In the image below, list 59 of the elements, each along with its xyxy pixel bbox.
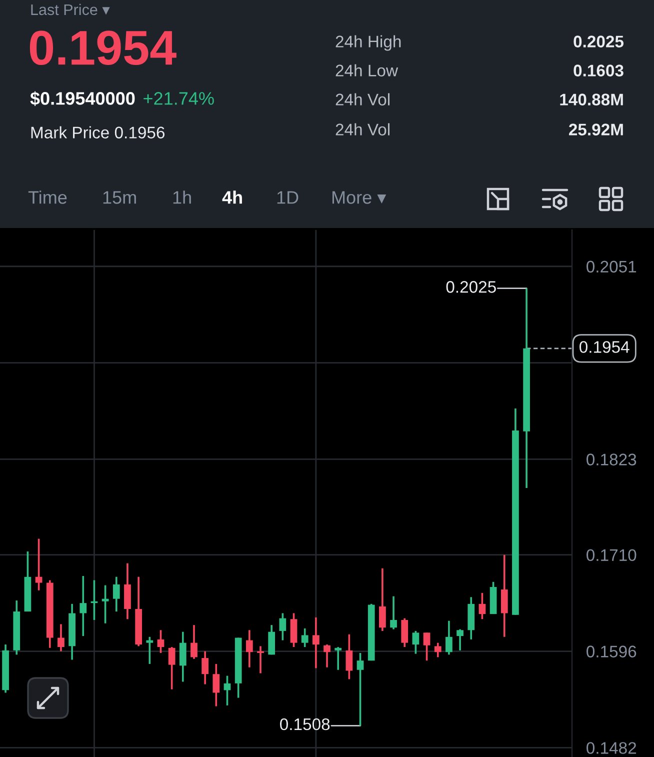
text: $0.19540000 xyxy=(30,91,135,106)
candlestick xyxy=(401,617,408,648)
candlestick xyxy=(268,624,276,656)
text: 1h xyxy=(173,190,191,204)
text: 4h xyxy=(222,190,242,204)
text: 1D xyxy=(277,191,298,204)
text: 25.92M xyxy=(568,124,623,136)
candlestick xyxy=(168,646,176,690)
candlestick xyxy=(157,629,164,654)
ref-line-label: 0.1954 xyxy=(580,341,630,353)
y-tick-label: 0.1482 xyxy=(586,742,636,754)
annotation: 0.2025 xyxy=(446,281,496,293)
candlestick xyxy=(500,554,508,638)
text: 24h High xyxy=(336,35,401,51)
text: Mark Price 0.1956 xyxy=(31,126,165,138)
y-tick-label: 0.1596 xyxy=(586,646,636,658)
text: +21.74% xyxy=(144,92,214,105)
candlestick xyxy=(346,633,353,680)
candlestick xyxy=(412,630,420,655)
candlestick xyxy=(334,646,342,671)
candlestick xyxy=(112,576,120,612)
y-tick-label: 0.1710 xyxy=(586,549,636,562)
y-tick-label: 0.2051 xyxy=(586,260,636,273)
candlestick xyxy=(478,592,486,620)
text: 15m xyxy=(103,191,136,204)
candlestick xyxy=(102,584,109,624)
candlestick xyxy=(290,612,298,648)
candlestick xyxy=(324,644,330,668)
text: 0.2025 xyxy=(574,36,624,48)
candlestick xyxy=(179,630,186,683)
text: 0.1603 xyxy=(574,64,624,76)
text: Time xyxy=(28,190,67,204)
candlestick xyxy=(379,567,386,632)
candlestick xyxy=(80,575,87,637)
text: 24h Low xyxy=(336,64,398,76)
candlestick xyxy=(312,616,320,670)
text: Last Price ▾ xyxy=(31,4,110,16)
candlestick xyxy=(190,624,198,660)
candlestick xyxy=(434,642,442,658)
text: 0.1954 xyxy=(30,30,176,66)
candlestick xyxy=(456,628,464,652)
candlestick xyxy=(356,652,364,727)
candlestick xyxy=(246,629,253,668)
text: 24h Vol xyxy=(336,123,390,136)
candlestick xyxy=(301,628,308,648)
candlestick xyxy=(279,612,286,642)
candlestick xyxy=(224,674,231,706)
candlestick xyxy=(58,623,64,652)
candlestick xyxy=(146,636,154,665)
candlestick xyxy=(212,663,220,708)
candlestick xyxy=(446,620,452,656)
candlestick xyxy=(202,650,209,686)
candlestick xyxy=(390,595,397,630)
text: More ▾ xyxy=(332,191,386,204)
text: 140.88M xyxy=(560,94,623,106)
text: 24h Vol xyxy=(336,93,390,106)
candlestick xyxy=(423,632,430,662)
y-tick-label: 0.1823 xyxy=(586,454,636,466)
annotation: 0.1508 xyxy=(280,718,330,730)
